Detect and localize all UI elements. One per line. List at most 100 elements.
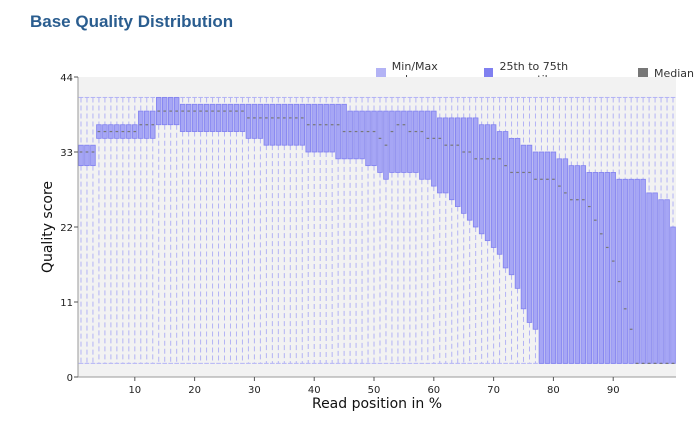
- box-4: [96, 96, 102, 364]
- box-26: [227, 96, 234, 364]
- box-41: [317, 96, 323, 364]
- iqr-box: [78, 144, 84, 167]
- iqr-box: [538, 151, 545, 364]
- iqr-box: [658, 199, 664, 364]
- iqr-box: [263, 103, 270, 146]
- legend-swatch-iqr: [483, 68, 494, 78]
- box-78: [538, 96, 545, 364]
- box-85: [580, 96, 587, 364]
- box-99: [664, 96, 670, 364]
- x-tick-label: 10: [128, 385, 141, 396]
- box-58: [419, 96, 425, 364]
- iqr-box: [508, 137, 515, 276]
- box-33: [269, 96, 276, 364]
- box-88: [598, 96, 604, 364]
- box-69: [484, 96, 491, 364]
- box-39: [305, 96, 311, 364]
- iqr-box: [191, 103, 198, 132]
- iqr-box: [323, 103, 329, 153]
- iqr-box: [233, 103, 240, 132]
- box-84: [574, 96, 581, 364]
- box-16: [167, 96, 174, 364]
- box-2: [84, 96, 90, 364]
- iqr-box: [502, 131, 509, 269]
- box-7: [114, 96, 120, 364]
- y-tick-label: 44: [60, 73, 73, 84]
- box-54: [395, 96, 401, 364]
- iqr-box: [311, 103, 317, 153]
- box-9: [126, 96, 132, 364]
- iqr-box: [598, 172, 604, 364]
- box-89: [604, 96, 610, 364]
- iqr-box: [335, 103, 341, 160]
- iqr-box: [574, 165, 581, 364]
- box-72: [502, 96, 509, 364]
- iqr-box: [496, 131, 503, 255]
- iqr-box: [640, 178, 646, 364]
- box-21: [197, 96, 204, 364]
- box-25: [221, 96, 228, 364]
- x-tick-label: 90: [607, 385, 620, 396]
- box-6: [108, 96, 114, 364]
- box-81: [556, 96, 563, 364]
- plot-area: [78, 77, 676, 377]
- box-43: [329, 96, 335, 364]
- chart-axes: 10 20 30 40 50 60 70 80 90 0 11 22 33 44: [60, 73, 676, 396]
- iqr-box: [90, 144, 96, 167]
- iqr-box: [389, 110, 395, 173]
- box-55: [401, 96, 407, 364]
- iqr-box: [466, 117, 473, 221]
- iqr-box: [478, 124, 485, 235]
- box-59: [425, 96, 431, 364]
- iqr-box: [251, 103, 258, 139]
- iqr-box: [305, 103, 311, 153]
- box-12: [144, 96, 150, 364]
- box-44: [335, 96, 341, 364]
- iqr-box: [269, 103, 276, 146]
- box-92: [622, 96, 628, 364]
- iqr-box: [514, 137, 521, 289]
- y-axis-label: Quality score: [40, 181, 56, 273]
- box-57: [413, 96, 419, 364]
- iqr-box: [556, 158, 563, 364]
- iqr-box: [401, 110, 407, 173]
- iqr-box: [431, 110, 437, 187]
- box-51: [377, 96, 383, 364]
- box-87: [592, 96, 599, 364]
- iqr-box: [377, 110, 383, 173]
- iqr-box: [580, 165, 587, 364]
- iqr-box: [239, 103, 246, 132]
- box-98: [658, 96, 664, 364]
- iqr-box: [317, 103, 323, 153]
- box-79: [544, 96, 551, 364]
- box-74: [514, 96, 521, 364]
- iqr-box: [652, 192, 658, 364]
- y-tick-label: 22: [60, 223, 73, 234]
- iqr-box: [622, 178, 628, 364]
- iqr-box: [413, 110, 419, 173]
- box-52: [383, 96, 389, 364]
- iqr-box: [616, 178, 622, 364]
- legend-label-median: Median: [653, 66, 694, 80]
- legend-swatch-median: [637, 68, 648, 78]
- box-17: [173, 96, 180, 364]
- iqr-box: [443, 117, 449, 194]
- box-62: [443, 96, 449, 364]
- iqr-box: [670, 226, 676, 364]
- iqr-box: [586, 172, 593, 364]
- box-40: [311, 96, 317, 364]
- box-67: [472, 96, 479, 364]
- iqr-box: [287, 103, 294, 146]
- box-8: [120, 96, 126, 364]
- iqr-box: [472, 117, 479, 228]
- box-42: [323, 96, 329, 364]
- iqr-box: [281, 103, 288, 146]
- chart-marks: [78, 96, 676, 364]
- iqr-box: [646, 192, 652, 364]
- box-65: [460, 96, 467, 364]
- x-tick-label: 80: [547, 385, 560, 396]
- box-83: [568, 96, 575, 364]
- iqr-box: [329, 103, 335, 153]
- iqr-box: [454, 117, 461, 207]
- box-93: [628, 96, 634, 364]
